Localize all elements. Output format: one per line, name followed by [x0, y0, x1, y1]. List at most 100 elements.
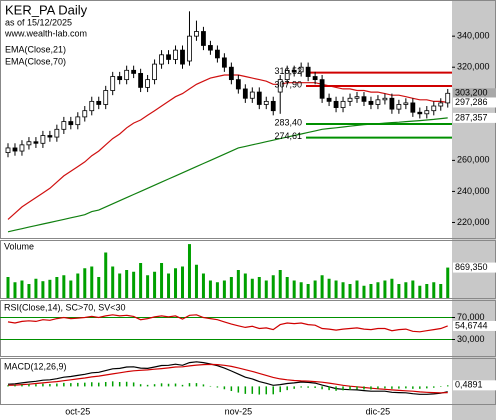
volume-bar [187, 244, 191, 298]
volume-bar [250, 278, 254, 298]
histogram-bar [118, 382, 121, 387]
volume-bar [376, 282, 380, 298]
histogram-bar [139, 384, 142, 387]
candle-body [340, 100, 346, 108]
histogram-bar [174, 383, 177, 387]
volume-bar [27, 284, 31, 298]
candle-body [375, 99, 381, 105]
candle-body [403, 102, 409, 105]
candle-body [249, 91, 255, 99]
volume-bar [425, 284, 429, 298]
candle-body [438, 102, 444, 107]
volume-bar [69, 280, 73, 298]
volume-bar [55, 277, 59, 298]
candle-body [445, 92, 451, 104]
candle-body [312, 76, 318, 81]
candle-body [235, 79, 241, 90]
candle-body [228, 66, 234, 81]
histogram-bar [70, 383, 72, 387]
histogram-bar [426, 386, 428, 389]
value-label: 54,6744 [455, 320, 488, 330]
level-label: 274,61 [274, 131, 302, 141]
candle-body [208, 45, 213, 51]
volume-bar [292, 280, 296, 298]
volume-bar [327, 278, 331, 298]
histogram-bar [63, 382, 65, 387]
volume-bar [236, 270, 240, 298]
y-tick-label: 240,000 [457, 186, 490, 196]
value-label-box [453, 320, 496, 331]
candle-body [33, 141, 39, 144]
candle-body [221, 57, 227, 68]
volume-bar [369, 284, 373, 298]
value-label-box [453, 112, 496, 123]
histogram-bar [97, 382, 100, 387]
histogram-bar [14, 385, 16, 387]
candle-body [319, 79, 325, 99]
candle-body [333, 100, 339, 108]
candle-body [417, 111, 423, 115]
candle-body [263, 100, 269, 105]
volume-bar [146, 275, 150, 298]
volume-bar [285, 277, 289, 298]
volume-bar [341, 282, 345, 298]
candle-body [389, 97, 395, 110]
candle-body [424, 110, 430, 115]
axis-area [452, 0, 496, 420]
histogram-bar [111, 381, 114, 387]
legend-entry: EMA(Close,70) [5, 56, 66, 66]
volume-bar [104, 252, 108, 298]
candle-body [214, 49, 220, 59]
volume-bar [48, 279, 52, 298]
volume-bar [229, 277, 233, 298]
volume-bar [271, 275, 275, 298]
volume-bar [167, 273, 171, 298]
candle-body [110, 76, 116, 91]
candle-body [68, 121, 74, 126]
candle-body [19, 144, 25, 152]
y-tick-label: 220,000 [457, 217, 490, 227]
y-tick-label: 320,000 [457, 62, 490, 72]
histogram-bar [237, 386, 240, 393]
candle-body [187, 35, 192, 62]
histogram-bar [405, 386, 407, 389]
histogram-bar [251, 386, 254, 394]
value-label-box [453, 380, 496, 391]
candle-body [117, 76, 123, 81]
candle-body [145, 79, 151, 88]
candle-body [26, 141, 32, 146]
candle-body [166, 54, 171, 60]
legend-entry: EMA(Close,21) [5, 44, 66, 54]
candle-body [54, 128, 60, 138]
volume-bar [320, 275, 324, 298]
volume-bar [299, 282, 303, 298]
volume-bar [222, 280, 226, 298]
histogram-bar [7, 385, 9, 387]
histogram-bar [188, 383, 191, 387]
histogram-bar [167, 383, 170, 387]
volume-bar [432, 282, 436, 298]
histogram-bar [35, 384, 37, 387]
volume-bar [397, 284, 401, 298]
volume-bar [118, 273, 122, 298]
marks [0, 11, 452, 395]
histogram-bar [328, 386, 330, 391]
volume-bar [404, 282, 408, 298]
volume-bar [418, 285, 422, 298]
histogram-bar [342, 386, 344, 391]
histogram-bar [216, 386, 219, 388]
histogram-bar [230, 386, 233, 392]
histogram-bar [77, 382, 79, 387]
candle-body [410, 102, 416, 113]
candle-body [40, 135, 46, 144]
volume-bar [62, 275, 66, 298]
volume-bar [34, 278, 38, 298]
histogram-bar [419, 386, 421, 389]
volume-bar [278, 270, 282, 298]
candle-body [124, 69, 130, 81]
volume-bar [20, 280, 24, 298]
volume-bar [76, 273, 80, 298]
histogram-bar [195, 383, 198, 387]
